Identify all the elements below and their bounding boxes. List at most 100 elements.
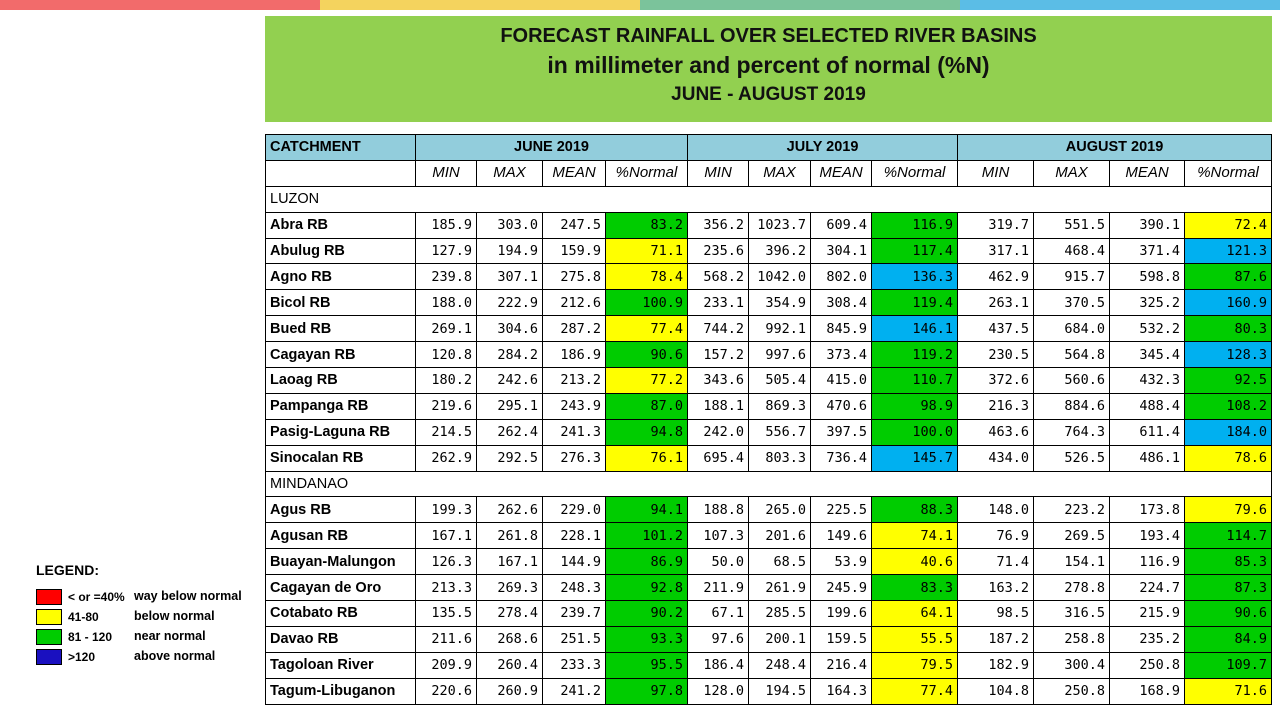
legend-swatch: [36, 609, 62, 625]
subheader-blank: [265, 159, 416, 187]
topbar-segment: [960, 0, 1280, 10]
percent-normal-value: 87.3: [1184, 574, 1273, 602]
percent-normal-value: 94.1: [604, 496, 689, 524]
percent-normal-value: 100.9: [604, 289, 689, 317]
min-value: 128.0: [687, 677, 750, 705]
mean-value: 241.3: [542, 418, 606, 446]
basin-name: Pasig-Laguna RB: [265, 418, 416, 446]
table-row: Buayan-Malungon 126.3 167.1 144.9 86.9 50.0 68…: [265, 548, 1273, 576]
percent-normal-value: 94.8: [604, 418, 689, 446]
basin-name: Tagoloan River: [265, 651, 416, 679]
table-row: Davao RB 211.6 268.6 251.5 93.3 97.6 200.1 159.…: [265, 625, 1273, 653]
legend-swatch: [36, 649, 62, 665]
percent-normal-value: 90.6: [1184, 600, 1273, 627]
mean-value: 371.4: [1109, 237, 1186, 265]
column-subheader: MIN: [687, 159, 750, 187]
table-row: Tagoloan River 209.9 260.4 233.3 95.5 186.4 24…: [265, 651, 1273, 679]
legend-item: 41-80 below normal: [36, 609, 266, 627]
mean-value: 287.2: [542, 315, 606, 343]
max-value: 295.1: [476, 392, 543, 420]
max-value: 992.1: [748, 315, 812, 343]
mean-value: 144.9: [542, 548, 606, 576]
mean-value: 345.4: [1109, 341, 1186, 369]
month-header: AUGUST 2019: [957, 134, 1273, 161]
mean-value: 415.0: [810, 367, 873, 394]
max-value: 278.8: [1033, 574, 1111, 602]
percent-normal-value: 92.5: [1184, 367, 1273, 394]
max-value: 300.4: [1033, 651, 1111, 679]
min-value: 148.0: [957, 496, 1035, 524]
max-value: 884.6: [1033, 392, 1111, 420]
legend-range: 41-80: [68, 610, 99, 624]
min-value: 188.1: [687, 392, 750, 420]
min-value: 187.2: [957, 625, 1035, 653]
min-value: 213.3: [415, 574, 477, 602]
min-value: 120.8: [415, 341, 477, 369]
column-subheader: MEAN: [1109, 159, 1186, 187]
mean-value: 308.4: [810, 289, 873, 317]
min-value: 135.5: [415, 600, 477, 627]
max-value: 260.4: [476, 651, 543, 679]
min-value: 107.3: [687, 522, 750, 550]
mean-value: 532.2: [1109, 315, 1186, 343]
min-value: 157.2: [687, 341, 750, 369]
mean-value: 470.6: [810, 392, 873, 420]
max-value: 200.1: [748, 625, 812, 653]
mean-value: 216.4: [810, 651, 873, 679]
basin-name: Bued RB: [265, 315, 416, 343]
region-label: LUZON: [264, 185, 1273, 213]
title-line-1: FORECAST RAINFALL OVER SELECTED RIVER BA…: [500, 25, 1037, 47]
min-value: 50.0: [687, 548, 750, 576]
max-value: 167.1: [476, 548, 543, 576]
mean-value: 53.9: [810, 548, 873, 576]
legend-label: above normal: [134, 649, 216, 663]
table-row: Cotabato RB 135.5 278.4 239.7 90.2 67.1 285.5 1…: [265, 600, 1273, 627]
percent-normal-value: 77.4: [604, 315, 689, 343]
max-value: 316.5: [1033, 600, 1111, 627]
mean-value: 304.1: [810, 237, 873, 265]
table-row: Pasig-Laguna RB 214.5 262.4 241.3 94.8 242.0 5…: [265, 418, 1273, 446]
percent-normal-value: 64.1: [871, 600, 959, 627]
mean-value: 245.9: [810, 574, 873, 602]
legend-range: >120: [68, 650, 96, 664]
percent-normal-value: 76.1: [604, 444, 689, 472]
mean-value: 186.9: [542, 341, 606, 369]
percent-normal-value: 93.3: [604, 625, 689, 653]
mean-value: 248.3: [542, 574, 606, 602]
min-value: 434.0: [957, 444, 1035, 472]
percent-normal-value: 119.2: [871, 341, 959, 369]
mean-value: 229.0: [542, 496, 606, 524]
percent-normal-value: 145.7: [871, 444, 959, 472]
min-value: 214.5: [415, 418, 477, 446]
max-value: 261.9: [748, 574, 812, 602]
mean-value: 243.9: [542, 392, 606, 420]
percent-normal-value: 71.6: [1184, 677, 1273, 705]
percent-normal-value: 80.3: [1184, 315, 1273, 343]
percent-normal-value: 55.5: [871, 625, 959, 653]
mean-value: 239.7: [542, 600, 606, 627]
mean-value: 215.9: [1109, 600, 1186, 627]
rainfall-table: CATCHMENT JUNE 2019 JULY 2019 AUGUST 2019 MI…: [264, 134, 1273, 705]
percent-normal-value: 88.3: [871, 496, 959, 524]
max-value: 258.8: [1033, 625, 1111, 653]
basin-name: Agno RB: [265, 263, 416, 291]
percent-normal-value: 128.3: [1184, 341, 1273, 369]
max-value: 505.4: [748, 367, 812, 394]
topbar-segment: [640, 0, 960, 10]
percent-normal-value: 121.3: [1184, 237, 1273, 265]
percent-normal-value: 92.8: [604, 574, 689, 602]
basin-name: Bicol RB: [265, 289, 416, 317]
title-line-3: JUNE - AUGUST 2019: [671, 84, 866, 105]
percent-normal-value: 83.3: [871, 574, 959, 602]
min-value: 211.9: [687, 574, 750, 602]
max-value: 262.6: [476, 496, 543, 524]
basin-name: Tagum-Libuganon: [265, 677, 416, 705]
percent-normal-value: 101.2: [604, 522, 689, 550]
table-row: Pampanga RB 219.6 295.1 243.9 87.0 188.1 869.3…: [265, 392, 1273, 420]
max-value: 764.3: [1033, 418, 1111, 446]
mean-value: 247.5: [542, 211, 606, 239]
column-subheader: %Normal: [604, 159, 689, 187]
mean-value: 598.8: [1109, 263, 1186, 291]
max-value: 194.5: [748, 677, 812, 705]
max-value: 268.6: [476, 625, 543, 653]
